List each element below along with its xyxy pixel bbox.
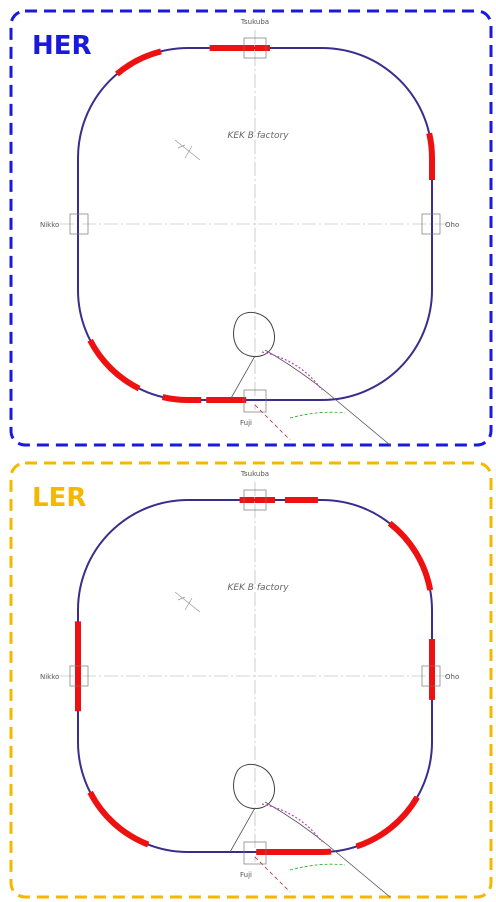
injection-line: [229, 349, 391, 446]
building: [69, 213, 89, 235]
panel-frame: [9, 9, 493, 447]
compass: [174, 139, 201, 161]
damping-ring: [233, 311, 275, 358]
panel: LER Tsukuba Nikko Oho Fuji KEK B factory: [9, 461, 493, 899]
building: [243, 841, 267, 865]
direction-label: Tsukuba: [240, 18, 269, 26]
direction-label: Tsukuba: [240, 470, 269, 478]
direction-label: Nikko: [40, 221, 59, 229]
direction-label: Fuji: [240, 419, 252, 427]
linac: [254, 856, 291, 893]
direction-label: Nikko: [40, 673, 59, 681]
building: [243, 37, 267, 59]
beam-transport: [289, 411, 346, 419]
direction-label: Oho: [445, 673, 459, 681]
building: [421, 665, 441, 687]
panel-frame: [9, 461, 493, 899]
compass: [174, 591, 201, 613]
building: [243, 489, 267, 511]
injection-line: [229, 801, 391, 898]
panel-title: HER: [32, 31, 92, 61]
panel: HER Tsukuba Nikko Oho Fuji KEK B factory: [9, 9, 493, 447]
building: [421, 213, 441, 235]
damping-ring: [233, 763, 275, 810]
site-label: KEK B factory: [227, 583, 289, 593]
panel-title: LER: [32, 483, 86, 513]
beam-transport: [289, 863, 346, 871]
linac: [254, 404, 291, 441]
building: [69, 665, 89, 687]
building: [243, 389, 267, 413]
direction-label: Fuji: [240, 871, 252, 879]
beam-transport: [261, 351, 323, 391]
site-label: KEK B factory: [227, 131, 289, 141]
beam-transport: [261, 803, 323, 843]
direction-label: Oho: [445, 221, 459, 229]
